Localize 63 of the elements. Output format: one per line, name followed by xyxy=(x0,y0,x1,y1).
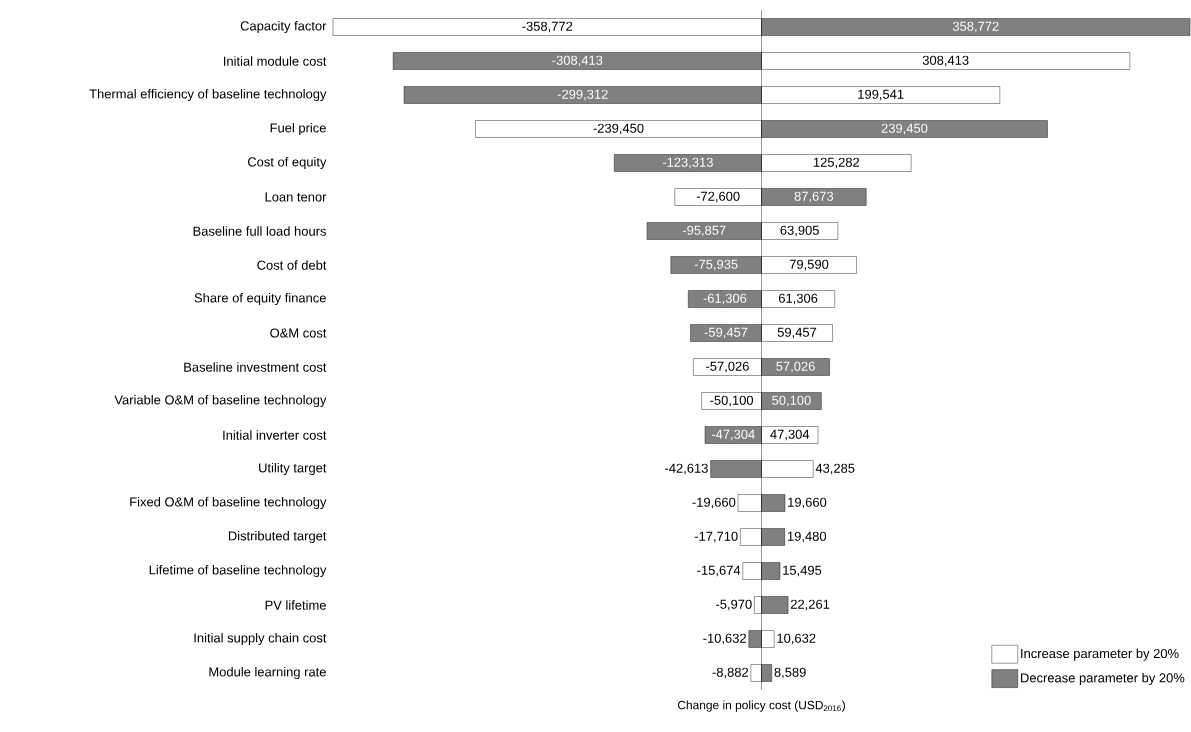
y-tick-label: Capacity factor xyxy=(240,20,327,34)
data-label: 308,413 xyxy=(922,55,969,67)
y-tick-label: Distributed target xyxy=(228,530,327,544)
data-label: -17,710 xyxy=(694,531,738,543)
y-tick-label: Initial module cost xyxy=(224,56,327,66)
data-label: 239,450 xyxy=(881,123,928,135)
y-tick-label: Cost of debt xyxy=(257,260,327,270)
y-tick-label: Fixed O&M of baseline technology xyxy=(130,496,327,510)
data-label: -15,674 xyxy=(697,565,741,577)
data-label: -47,304 xyxy=(711,429,755,441)
data-label: -299,312 xyxy=(557,89,608,101)
data-label: -61,306 xyxy=(703,293,747,305)
y-tick-label: Loan tenor xyxy=(265,192,327,202)
data-label: -75,935 xyxy=(694,259,738,271)
y-tick-label: Fuel price xyxy=(270,122,326,136)
data-label: 19,480 xyxy=(787,531,827,543)
data-label: 125,282 xyxy=(813,157,860,169)
data-label: 61,306 xyxy=(778,293,818,305)
y-tick-label: Module learning rate xyxy=(209,666,326,680)
data-label: 15,495 xyxy=(783,565,822,577)
data-label: 10,632 xyxy=(777,633,816,645)
data-label: -50,100 xyxy=(710,395,754,407)
y-tick-label: Lifetime of baseline technology xyxy=(149,564,327,578)
y-tick-label: Thermal efficiency of baseline technology xyxy=(89,88,327,102)
data-label: 57,026 xyxy=(776,361,815,373)
y-tick-label: Initial inverter cost xyxy=(223,430,327,440)
data-label: 50,100 xyxy=(772,395,811,407)
data-label: -358,772 xyxy=(522,21,573,33)
data-label: 358,772 xyxy=(952,21,999,33)
data-label: 79,590 xyxy=(789,259,829,271)
data-label: -72,600 xyxy=(696,191,740,203)
y-tick-label: Share of equity finance xyxy=(194,292,326,306)
data-label: 199,541 xyxy=(858,89,904,101)
y-tick-label: Initial supply chain cost xyxy=(194,632,327,646)
y-tick-label: Utility target xyxy=(259,462,327,476)
data-label: 22,261 xyxy=(790,599,830,611)
data-label: -10,632 xyxy=(703,633,746,645)
data-label: -8,882 xyxy=(712,667,749,679)
legend-label: Decrease parameter by 20% xyxy=(1021,672,1185,686)
data-label: 63,905 xyxy=(780,225,819,237)
data-label: -42,613 xyxy=(665,463,708,475)
legend-label: Increase parameter by 20% xyxy=(1021,648,1179,661)
data-label: 19,660 xyxy=(788,497,827,509)
data-label: 59,457 xyxy=(777,327,817,339)
y-tick-label: PV lifetime xyxy=(265,600,326,610)
y-tick-label: O&M cost xyxy=(270,328,327,338)
data-label: -19,660 xyxy=(692,497,736,509)
data-label: 87,673 xyxy=(794,191,834,203)
data-label: -95,857 xyxy=(682,225,726,237)
data-label: 47,304 xyxy=(770,429,810,441)
y-tick-label: Variable O&M of baseline technology xyxy=(114,394,327,408)
data-label: -57,026 xyxy=(706,361,749,373)
x-axis-title: Change in policy cost (USD$_{2016}$) xyxy=(677,700,845,712)
data-label: -239,450 xyxy=(593,123,644,135)
y-tick-label: Baseline full load hours xyxy=(193,226,326,236)
data-label: -123,313 xyxy=(662,157,713,169)
data-label: 8,589 xyxy=(774,667,806,679)
y-tick-label: Cost of equity xyxy=(247,156,327,170)
data-label: -308,413 xyxy=(552,55,603,67)
data-label: -59,457 xyxy=(704,327,748,339)
data-label: -5,970 xyxy=(716,599,752,611)
y-tick-label: Baseline investment cost xyxy=(184,362,327,372)
data-label: 43,285 xyxy=(815,463,855,475)
